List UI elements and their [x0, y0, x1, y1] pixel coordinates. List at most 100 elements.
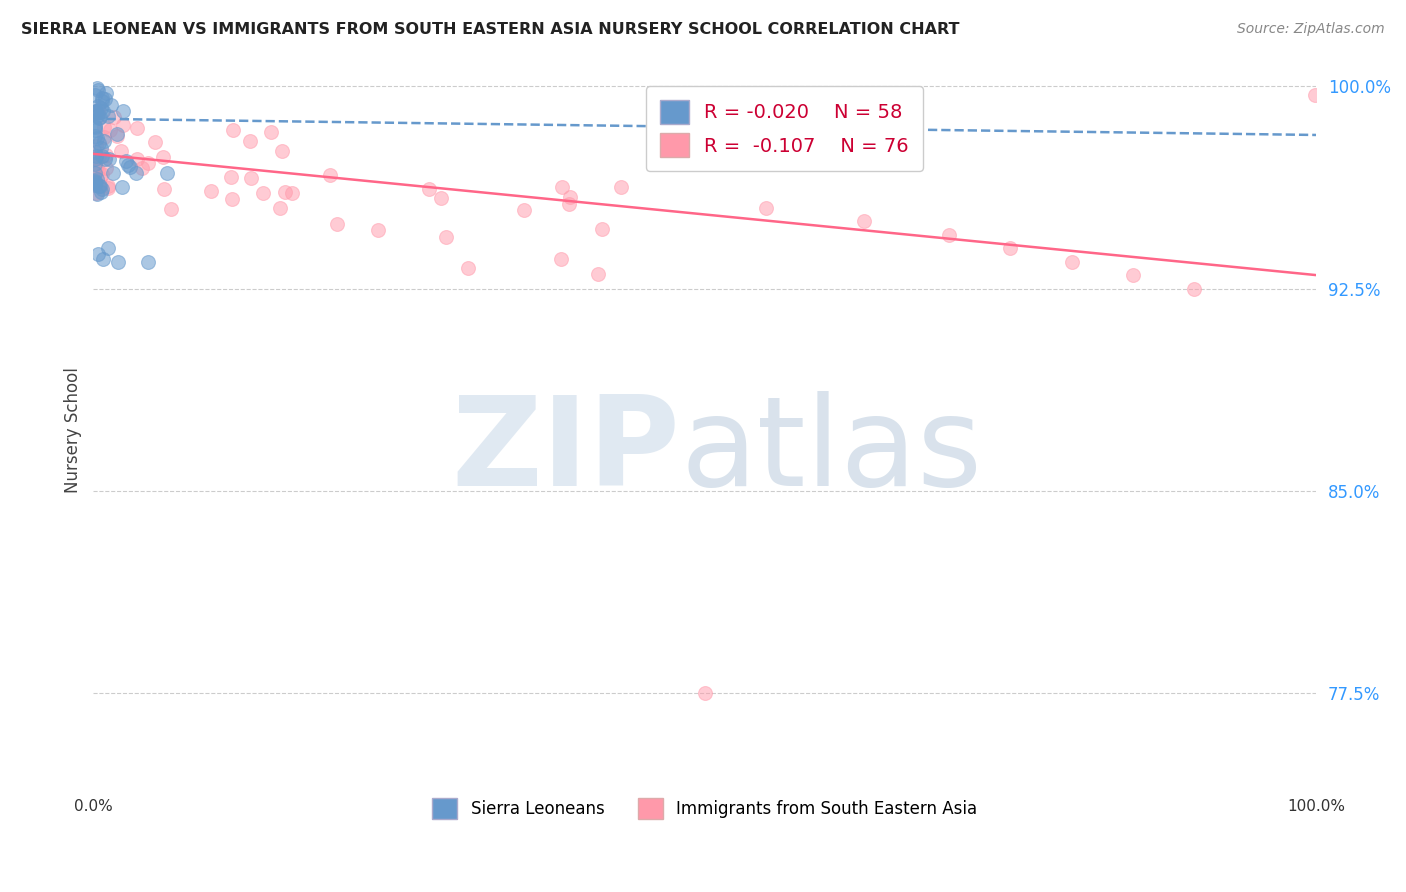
Point [430, 191, 453, 205]
Point [125, 166, 148, 180]
Point [84, 104, 107, 119]
Point [367, 223, 389, 237]
Point [127, 152, 149, 166]
Point [93, 129, 115, 144]
Point [280, 186, 302, 201]
Point [96, 178, 118, 193]
Point [83, 105, 105, 120]
Point [97, 109, 120, 123]
Point [434, 229, 457, 244]
Point [239, 170, 262, 185]
Point [110, 145, 132, 159]
Point [118, 161, 141, 175]
Point [87, 246, 110, 260]
Point [87, 149, 110, 163]
Point [91, 91, 114, 105]
Point [94, 152, 117, 166]
Point [219, 169, 242, 184]
Text: atlas: atlas [681, 391, 983, 512]
Point [551, 180, 574, 194]
Point [105, 127, 128, 141]
Point [755, 201, 778, 215]
Point [83, 175, 105, 189]
Point [115, 153, 138, 168]
Point [221, 123, 243, 137]
Point [260, 125, 283, 139]
Point [111, 180, 134, 194]
Point [87, 179, 110, 194]
Point [107, 254, 129, 268]
Point [97, 241, 120, 255]
Point [89, 111, 111, 125]
Text: SIERRA LEONEAN VS IMMIGRANTS FROM SOUTH EASTERN ASIA NURSERY SCHOOL CORRELATION : SIERRA LEONEAN VS IMMIGRANTS FROM SOUTH … [21, 22, 959, 37]
Point [98, 123, 121, 137]
Point [83, 166, 105, 180]
Point [87, 162, 110, 177]
Point [84, 120, 107, 134]
Point [560, 189, 582, 203]
Point [103, 111, 125, 125]
Point [91, 182, 114, 196]
Point [558, 197, 581, 211]
Point [84, 123, 107, 137]
Point [84, 128, 107, 143]
Point [101, 166, 124, 180]
Point [127, 120, 149, 135]
Point [87, 103, 110, 117]
Point [91, 94, 114, 108]
Point [550, 252, 572, 267]
Point [1303, 87, 1326, 102]
Point [84, 104, 107, 119]
Point [252, 186, 274, 200]
Point [84, 139, 107, 153]
Point [513, 203, 536, 218]
Point [143, 135, 166, 149]
Text: Source: ZipAtlas.com: Source: ZipAtlas.com [1237, 22, 1385, 37]
Point [91, 103, 114, 118]
Point [98, 152, 121, 166]
Point [105, 128, 128, 143]
Y-axis label: Nursery School: Nursery School [65, 368, 82, 493]
Point [852, 214, 875, 228]
Point [1000, 241, 1022, 255]
Point [938, 227, 960, 242]
Text: ZIP: ZIP [451, 391, 681, 512]
Point [83, 145, 105, 160]
Point [93, 120, 115, 134]
Point [269, 202, 291, 216]
Point [89, 179, 111, 194]
Point [83, 152, 105, 166]
Point [87, 99, 110, 113]
Point [112, 118, 135, 132]
Point [97, 181, 120, 195]
Point [319, 169, 342, 183]
Point [89, 111, 111, 125]
Point [84, 157, 107, 171]
Legend: Sierra Leoneans, Immigrants from South Eastern Asia: Sierra Leoneans, Immigrants from South E… [426, 791, 984, 825]
Point [83, 119, 105, 133]
Point [271, 145, 294, 159]
Point [89, 141, 111, 155]
Point [239, 134, 262, 148]
Point [1060, 254, 1083, 268]
Point [1182, 282, 1205, 296]
Point [418, 182, 440, 196]
Point [153, 182, 176, 196]
Point [91, 167, 114, 181]
Point [87, 136, 110, 151]
Point [200, 184, 222, 198]
Point [90, 101, 112, 115]
Point [100, 98, 122, 112]
Point [117, 158, 139, 172]
Point [111, 103, 134, 118]
Point [93, 134, 115, 148]
Point [83, 174, 105, 188]
Point [91, 252, 114, 266]
Point [84, 161, 107, 175]
Point [89, 171, 111, 186]
Point [90, 185, 112, 199]
Point [83, 178, 105, 192]
Point [84, 149, 107, 163]
Point [136, 156, 159, 170]
Point [96, 86, 118, 100]
